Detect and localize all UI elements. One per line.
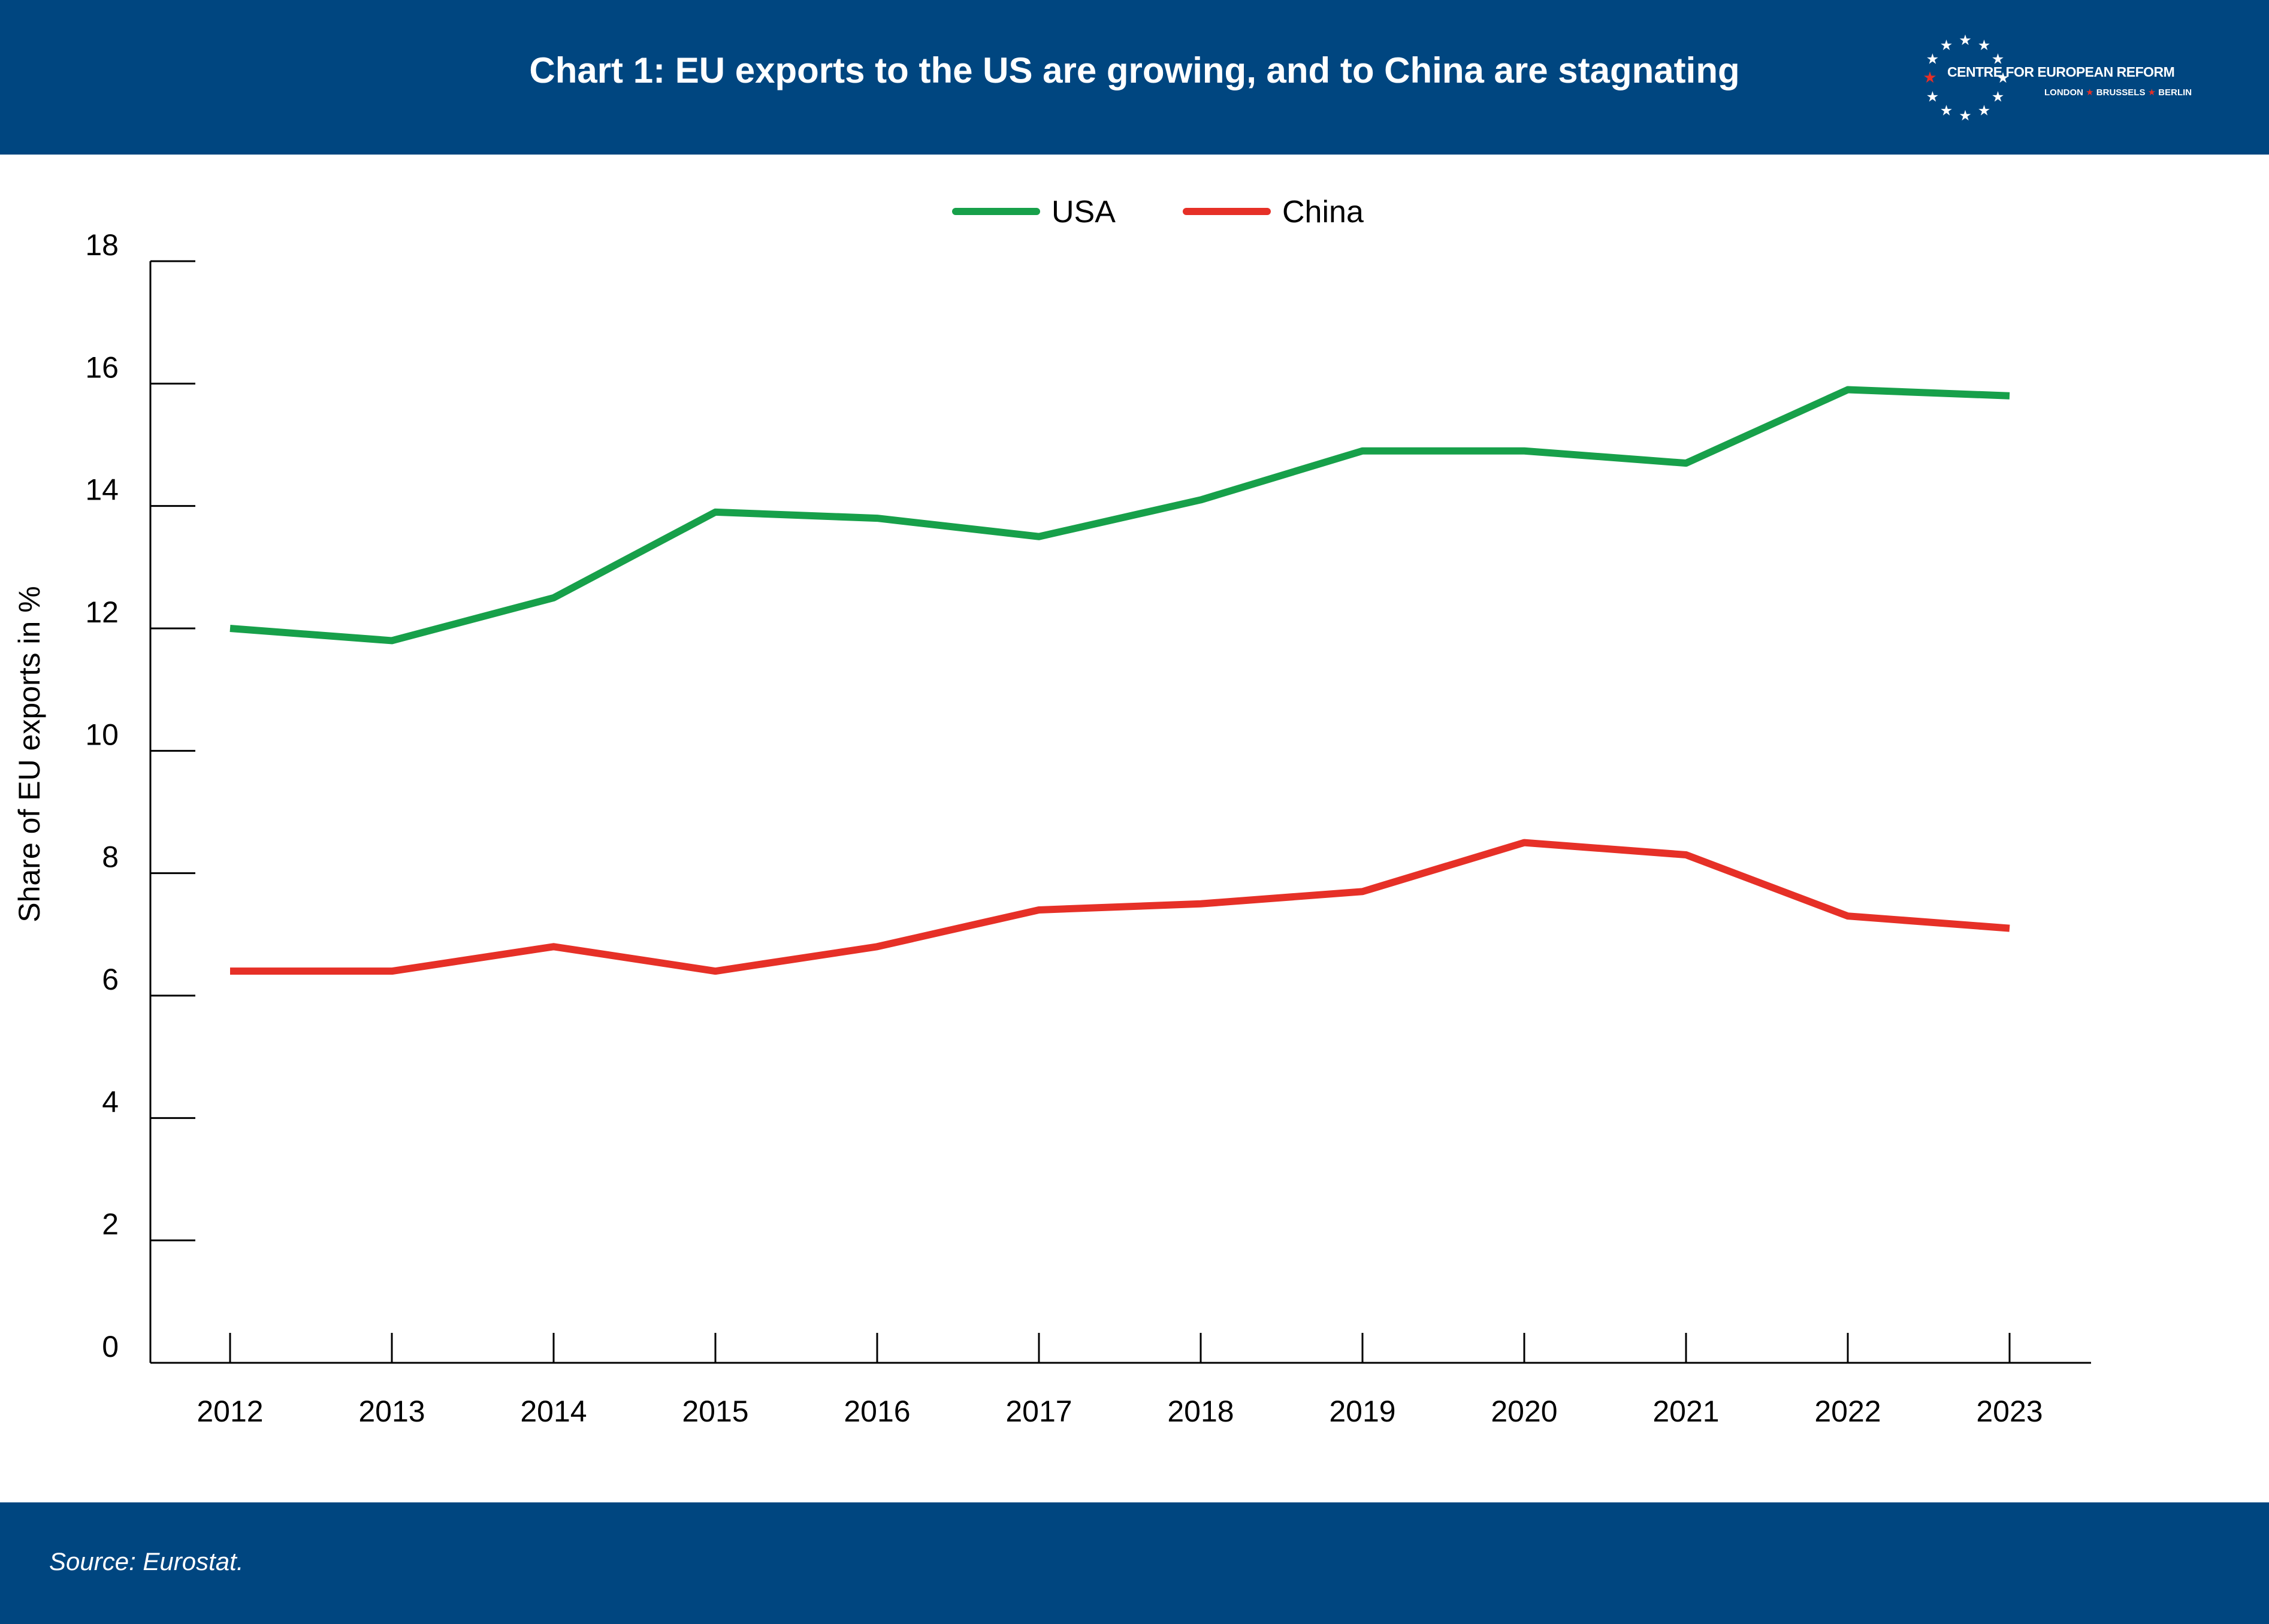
y-tick-label: 14 [85,473,119,507]
logo-star-icon: ★ [1926,89,1939,105]
series-line-china [230,839,2010,975]
x-tick-label: 2018 [1167,1395,1234,1428]
x-tick-label: 2022 [1814,1395,1881,1428]
logo-city-berlin: BERLIN [2158,87,2192,98]
y-tick-label: 4 [102,1085,119,1118]
x-tick-label: 2017 [1005,1395,1072,1428]
line-chart: USA China 0 2 4 6 8 10 12 14 16 18 2012 2013 2014 2015… [13,195,2091,1428]
x-tick-label: 2019 [1329,1395,1395,1428]
ring-of-stars-logo-icon: ★ ★★★★★★★★★★★ [1923,32,2010,124]
logo-city-london: LONDON [2044,87,2083,98]
source-note: Source: Eurostat. [49,1547,244,1575]
series-line-usa [229,386,2010,645]
chart-series [229,386,2010,975]
x-tick-label: 2020 [1491,1395,1557,1428]
logo-red-star-icon: ★ [1923,68,1936,86]
y-tick-label: 0 [102,1330,119,1363]
logo-star-icon: ★ [1992,89,2005,105]
logo-star-separator-icon: ★ [2147,87,2156,98]
footer-bar: Source: Eurostat. [0,1502,2269,1624]
x-tick-label: 2016 [844,1395,910,1428]
logo-star-icon: ★ [1978,37,1991,53]
y-axis-label: Share of EU exports in % [13,586,46,922]
logo-star-icon: ★ [1959,32,1972,49]
logo-star-icon: ★ [1992,52,2005,68]
y-tick-label: 6 [102,963,119,996]
y-tick-label: 2 [102,1208,119,1241]
y-tick-label: 10 [85,718,119,751]
logo-star-icon: ★ [1978,103,1991,119]
logo-city-brussels: BRUSSELS [2096,87,2146,98]
logo-star-icon: ★ [1926,52,1939,68]
logo-star-separator-icon: ★ [2086,87,2094,98]
logo-star-icon: ★ [1959,108,1972,124]
x-tick-label: 2021 [1652,1395,1719,1428]
x-tick-label: 2012 [197,1395,263,1428]
logo-star-icon: ★ [1996,70,2010,86]
logo-star-icon: ★ [1940,103,1953,119]
chart-title: Chart 1: EU exports to the US are growin… [529,50,1740,90]
y-tick-label: 12 [85,595,119,629]
x-tick-label: 2023 [1976,1395,2043,1428]
logo-name: CENTRE FOR EUROPEAN REFORM [1947,64,2175,80]
y-tick-label: 8 [102,840,119,874]
chart-axes: 0 2 4 6 8 10 12 14 16 18 2012 2013 2014 2015 2016 2017 2… [85,228,2091,1428]
legend-label-usa: USA [1052,195,1116,229]
x-tick-label: 2014 [520,1395,587,1428]
header-bar: Chart 1: EU exports to the US are growin… [0,0,2269,155]
y-tick-label: 18 [85,228,119,262]
legend-label-china: China [1282,195,1364,229]
chart-legend: USA China [952,195,1364,229]
cer-logo: ★ ★ ★ ★ ★ ★ ★ ★ ★ ★ ★ ★ CENTRE FOR EUROPEAN REFORM … [1917,30,2229,126]
x-tick-label: 2015 [682,1395,748,1428]
x-tick-label: 2013 [358,1395,425,1428]
logo-star-icon: ★ [1940,37,1953,53]
logo-cities: LONDON ★ BRUSSELS ★ BERLIN [2044,87,2192,98]
y-tick-label: 16 [85,350,119,384]
